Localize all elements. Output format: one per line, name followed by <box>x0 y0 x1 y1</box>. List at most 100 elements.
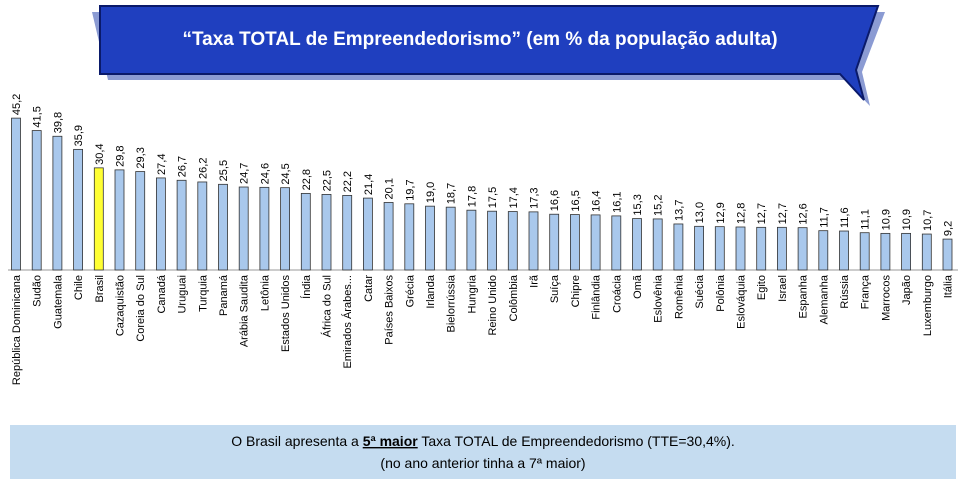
bar <box>549 213 560 271</box>
x-tick-label: Arábia Saudita <box>239 274 251 347</box>
x-tick-label: África do Sul <box>321 275 334 337</box>
bar <box>466 209 477 271</box>
value-label: 15,2 <box>653 195 665 216</box>
bar <box>362 197 373 271</box>
x-tick-label: Índia <box>300 274 313 299</box>
value-label: 13,7 <box>673 200 685 221</box>
bar <box>342 195 353 271</box>
value-label: 24,5 <box>280 163 292 184</box>
bar <box>859 232 870 271</box>
value-label: 24,6 <box>259 163 271 184</box>
bar <box>487 210 498 271</box>
bar <box>901 232 911 271</box>
bar <box>176 179 187 271</box>
x-tick-label: Sudão <box>32 275 44 307</box>
value-label: 22,5 <box>322 170 334 191</box>
value-label: 17,5 <box>487 187 499 208</box>
value-label: 24,7 <box>239 163 251 184</box>
bar <box>839 230 849 271</box>
bar <box>880 232 891 271</box>
value-label: 10,9 <box>880 209 892 230</box>
x-tick-label: Guatemala <box>52 274 64 329</box>
x-tick-label: Bielorrússia <box>446 274 458 332</box>
value-label: 27,4 <box>156 154 168 175</box>
bar <box>570 214 580 271</box>
value-label: 12,8 <box>736 203 748 224</box>
value-label: 19,7 <box>404 179 416 200</box>
bar <box>321 193 332 271</box>
x-tick-label: Eslovênia <box>653 274 665 323</box>
bar <box>114 169 125 271</box>
value-label: 20,1 <box>384 178 396 199</box>
value-label: 17,4 <box>508 187 520 208</box>
value-label: 13,0 <box>694 202 706 223</box>
bar <box>404 203 415 271</box>
x-tick-label: Letônia <box>259 274 271 311</box>
chart-title: “Taxa TOTAL de Empreendedorismo” (em % d… <box>182 29 777 50</box>
x-tick-label: Itália <box>943 274 955 298</box>
x-tick-label: Egito <box>756 275 768 300</box>
x-tick-label: Marrocos <box>880 275 892 321</box>
bar <box>300 192 311 271</box>
value-label: 22,8 <box>301 169 313 190</box>
bar <box>756 226 767 271</box>
bar <box>694 225 704 271</box>
bar <box>197 181 208 271</box>
bar <box>611 215 622 271</box>
value-label: 29,8 <box>115 145 127 166</box>
note-line: O Brasil apresenta a 5ª maior Taxa TOTAL… <box>231 433 735 449</box>
note-box <box>10 425 956 479</box>
bar <box>238 186 249 271</box>
x-tick-label: Emirados Árabes... <box>341 275 354 369</box>
value-label: 25,5 <box>218 160 230 181</box>
bar <box>673 223 684 271</box>
value-label: 26,7 <box>177 156 189 177</box>
value-label: 16,6 <box>549 190 561 211</box>
value-label: 10,9 <box>901 209 913 230</box>
value-label: 12,6 <box>798 203 810 224</box>
bar <box>135 171 146 271</box>
x-tick-label: Romênia <box>673 274 685 319</box>
value-label: 16,4 <box>591 190 603 211</box>
bar <box>155 177 166 271</box>
bar <box>383 202 394 271</box>
bar <box>735 226 746 271</box>
value-label: 9,2 <box>943 221 955 236</box>
bar <box>818 230 829 271</box>
bar <box>942 238 953 271</box>
x-tick-label: Alemanha <box>818 274 830 324</box>
x-tick-label: França <box>860 274 872 309</box>
bar <box>921 233 932 271</box>
value-label: 16,1 <box>611 191 623 212</box>
value-label: 11,1 <box>860 209 872 230</box>
bar <box>797 227 808 271</box>
x-tick-label: Espanha <box>798 274 810 318</box>
value-label: 29,3 <box>135 147 147 168</box>
bar <box>218 183 228 271</box>
note-text: Taxa TOTAL de Empreendedorismo (TTE=30,4… <box>418 433 735 449</box>
x-tick-label: República Dominicana <box>11 274 23 385</box>
bar <box>528 211 539 271</box>
value-label: 11,7 <box>818 207 830 228</box>
bar <box>632 218 642 271</box>
value-label: 15,3 <box>632 194 644 215</box>
x-tick-label: Croácia <box>611 274 623 313</box>
bar <box>280 187 291 271</box>
value-label: 21,4 <box>363 174 375 195</box>
bar <box>507 211 518 271</box>
bar <box>590 214 601 271</box>
x-tick-label: Colômbia <box>508 274 520 321</box>
bar <box>93 167 104 271</box>
x-tick-label: Turquia <box>197 274 209 312</box>
value-label: 26,2 <box>197 158 209 179</box>
bar <box>73 148 83 271</box>
value-label: 30,4 <box>94 143 106 164</box>
x-tick-label: Chile <box>73 275 85 300</box>
bar <box>31 130 42 271</box>
bar <box>425 205 435 271</box>
x-tick-label: Brasil <box>94 275 106 303</box>
x-tick-label: Países Baixos <box>384 275 396 345</box>
x-tick-label: Suécia <box>694 274 706 309</box>
x-tick-label: Israel <box>777 275 789 302</box>
